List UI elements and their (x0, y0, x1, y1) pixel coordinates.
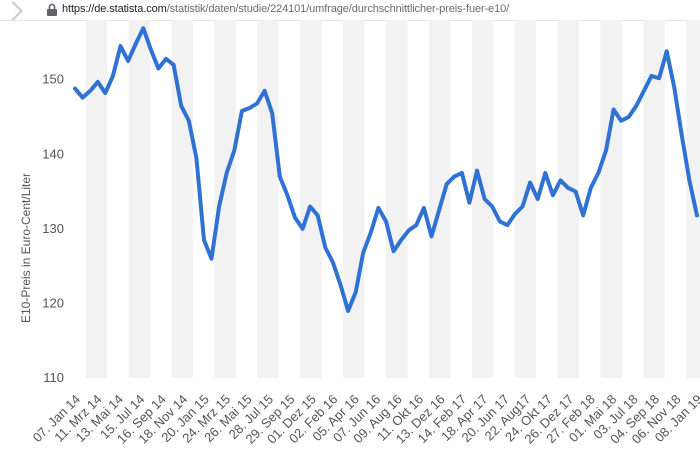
grid-band (386, 20, 408, 378)
grid-band (600, 20, 622, 378)
grid-band (171, 20, 193, 378)
url-host: https://de.statista.com (62, 3, 167, 15)
url-path: /statistik/daten/studie/224101/umfrage/d… (166, 3, 510, 15)
grid-band (557, 20, 580, 378)
grid-bands (85, 20, 700, 378)
y-axis: 110 120 130 140 150 (42, 72, 64, 385)
y-tick-label: 110 (43, 370, 64, 385)
url-text[interactable]: https://de.statista.com/statistik/daten/… (62, 3, 509, 15)
back-arrow-icon[interactable] (3, 1, 23, 21)
price-line-chart: 110 120 130 140 150 E10-Preis in Euro-Cent/L… (19, 20, 700, 447)
y-tick-label: 150 (42, 72, 64, 87)
lock-icon (47, 3, 57, 16)
grid-band (428, 20, 451, 378)
y-tick-label: 120 (42, 295, 64, 310)
browser-address-bar[interactable]: https://de.statista.com/statistik/daten/… (0, 0, 700, 21)
y-tick-label: 130 (42, 221, 64, 236)
grid-band (343, 20, 365, 378)
series-line (73, 26, 699, 313)
grid-band (128, 20, 151, 378)
series-e10-price (73, 26, 699, 313)
y-tick-label: 140 (42, 146, 64, 161)
grid-band (471, 20, 494, 378)
grid-band (257, 20, 279, 378)
grid-band (214, 20, 236, 378)
grid-band (85, 20, 108, 378)
grid-band (300, 20, 322, 378)
y-axis-label: E10-Preis in Euro-Cent/Liter (19, 173, 33, 323)
grid-band (643, 20, 665, 378)
